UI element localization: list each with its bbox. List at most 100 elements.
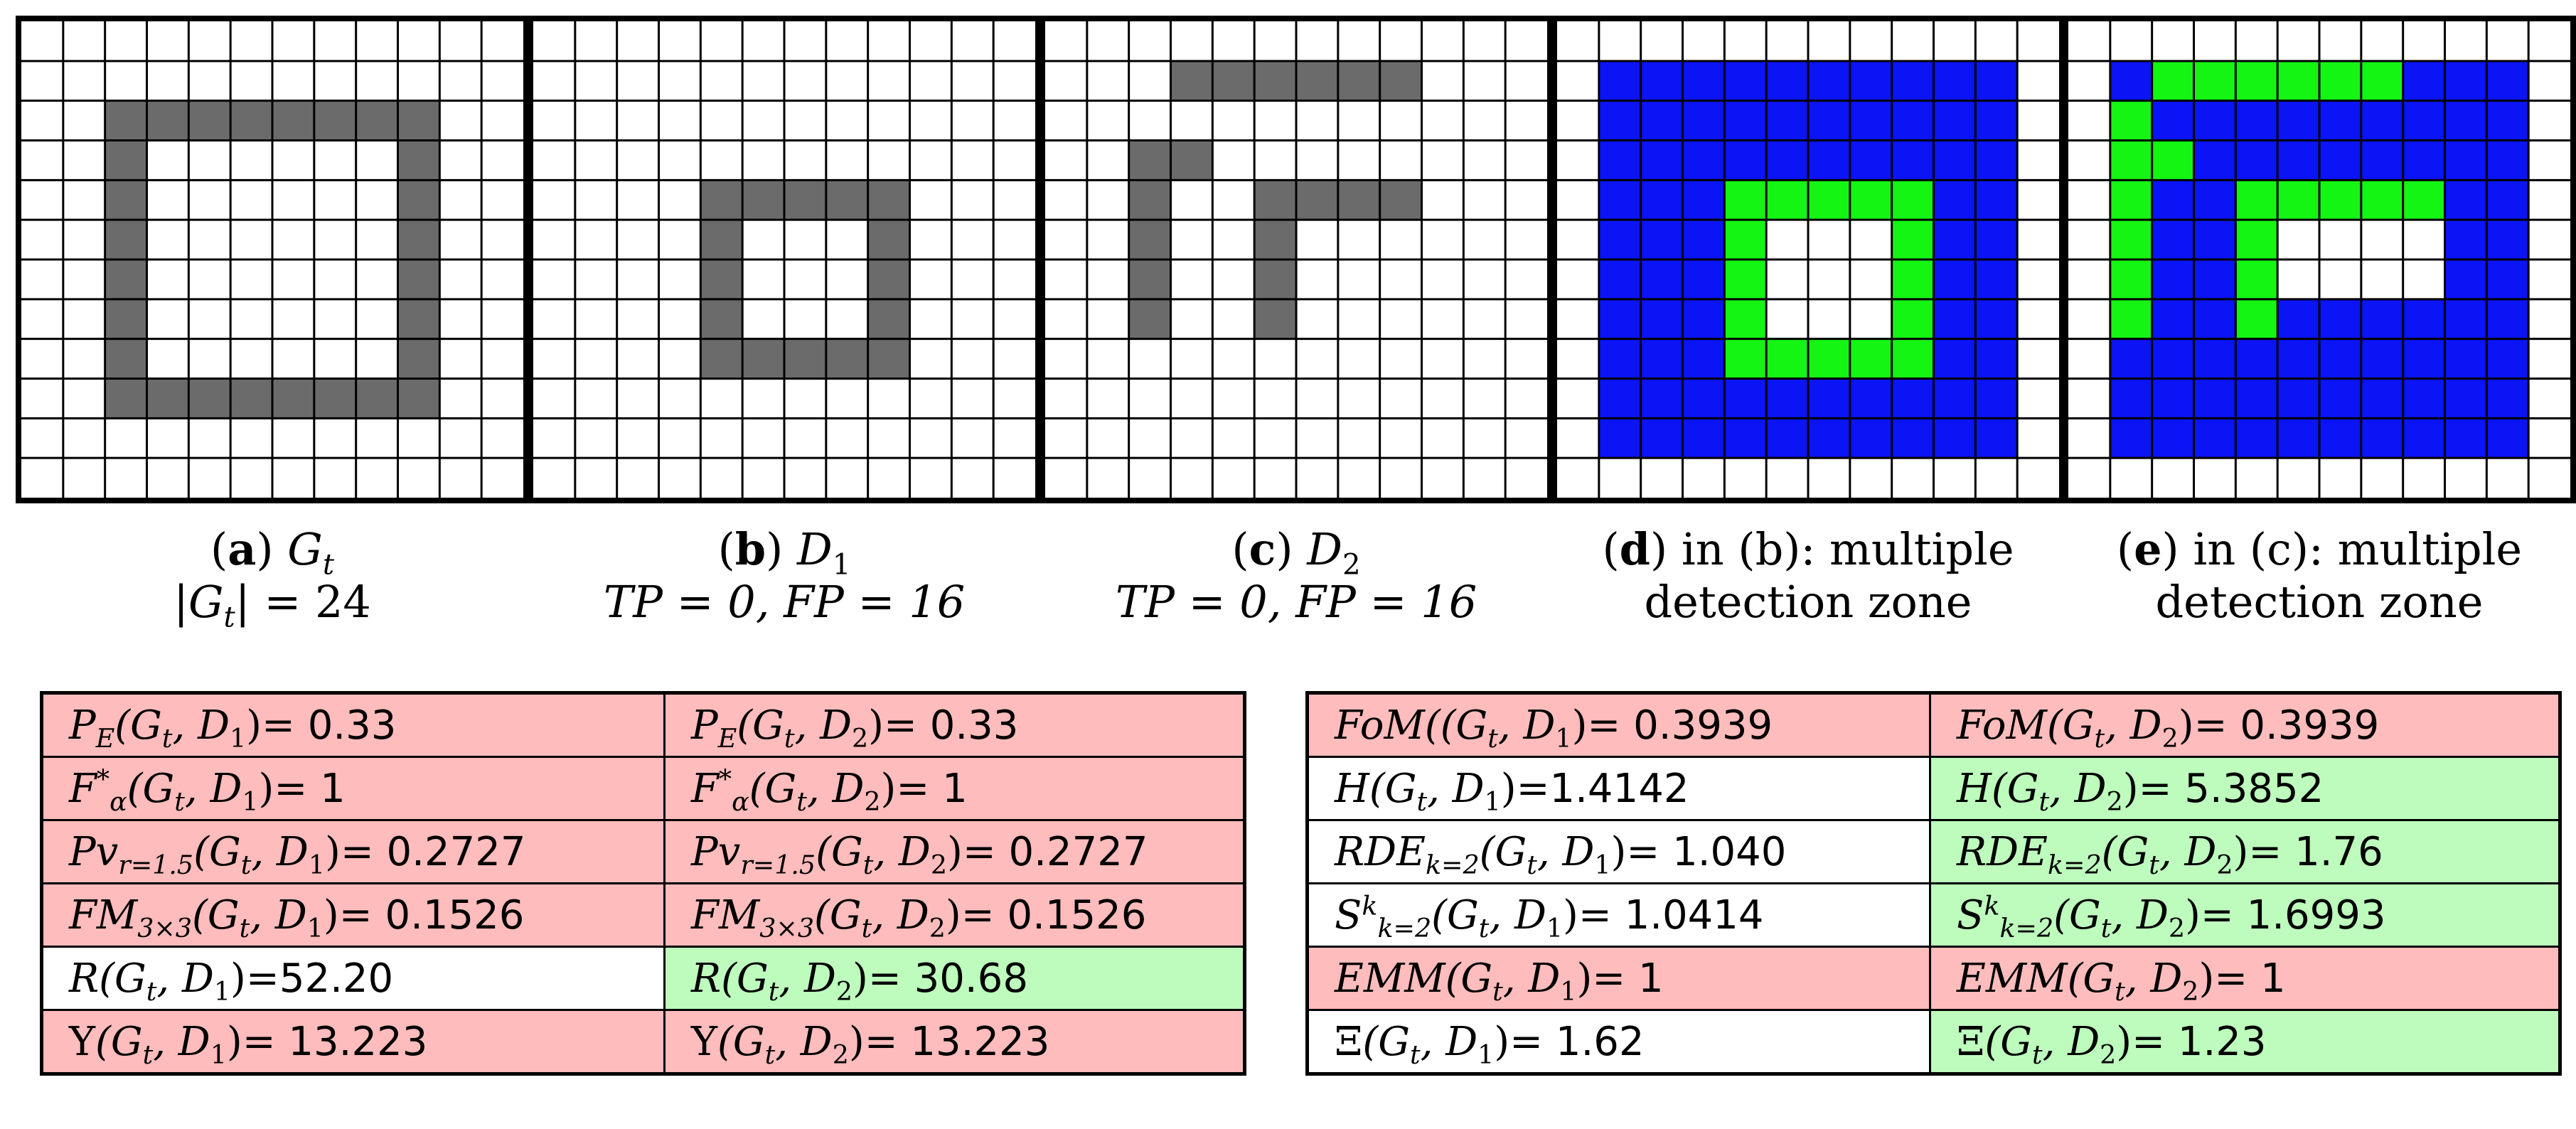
grid-cell-zone	[2277, 140, 2319, 181]
caption-b-symbol: D	[797, 523, 833, 575]
metric-value: 1.040	[1672, 828, 1787, 875]
metric-sup: k	[1984, 889, 2000, 921]
grid-cell-edge	[1170, 60, 1213, 101]
grid-cell-zone	[1808, 60, 1850, 101]
metric-args2: , D	[250, 892, 307, 938]
grid-cell-zone	[1933, 338, 1976, 379]
grid-cell-zone	[1682, 220, 1725, 259]
grid-cell-edge	[272, 100, 314, 141]
metric-value: 1.6993	[2246, 892, 2386, 938]
metric-args2-sub: 2	[2182, 975, 2199, 1007]
metric-args: (G	[1479, 828, 1527, 875]
metric-args-sub: t	[1478, 912, 1490, 943]
metric-args-sub: t	[2149, 849, 2159, 880]
grid-cell-edge	[397, 259, 440, 299]
grid-cell-zone	[2361, 100, 2403, 141]
metric-value: 1.0414	[1624, 892, 1764, 938]
metric-args2-sub: 2	[2168, 912, 2186, 943]
metric-tail: )=	[2233, 828, 2295, 875]
grid-cell-zone	[1808, 140, 1850, 181]
grid-cell-zone	[1891, 418, 1934, 459]
grid-cell-edge	[1212, 60, 1255, 101]
metric-args2: , D	[775, 1018, 833, 1065]
grid-cell-edge	[1296, 60, 1338, 101]
metric-cell-right-d1: Skk=2(Gt, D1)= 1.0414	[1306, 882, 1931, 948]
grid-cell-zone	[2403, 418, 2445, 459]
metric-args2-sub: 1	[308, 849, 325, 880]
grid-cell-zone	[1598, 259, 1641, 299]
grid-cell-zone	[1849, 378, 1892, 419]
metric-tail: )=	[2122, 765, 2185, 812]
metric-tail: )=	[2178, 702, 2240, 749]
grid-cell-zone	[1933, 418, 1976, 459]
caption-c: (c) D2 TP = 0, FP = 16	[1040, 523, 1553, 628]
grid-cell-edge	[397, 100, 440, 141]
metric-row: FoM((Gt, D1)= 0.3939 FoM(Gt, D2)= 0.3939	[1306, 692, 2561, 758]
metric-sub: k=2	[2047, 849, 2102, 880]
grid-cell-edge	[105, 220, 147, 259]
caption-e-letter: e	[2134, 523, 2162, 575]
metric-args2-sub: 1	[1560, 975, 1577, 1007]
metric-row: F*α(Gt, D1)= 1 F*α(Gt, D2)= 1	[41, 756, 1246, 821]
metric-args: (G	[749, 765, 797, 812]
grid-cell-zone-highlight	[1891, 259, 1934, 299]
grid-cell-edge	[105, 140, 147, 181]
metric-value: 0.2727	[386, 828, 526, 875]
metric-row: H(Gt, D1)=1.4142 H(Gt, D2)= 5.3852	[1306, 756, 2561, 821]
grid-cell-zone-highlight	[1849, 180, 1892, 220]
grid-cell-zone	[2486, 60, 2529, 101]
grid-cell-zone	[2486, 299, 2529, 339]
grid-cell-zone	[1724, 378, 1767, 419]
grid-cell-zone	[2110, 418, 2152, 459]
grid-cell-edge	[867, 220, 910, 259]
grid-cell-zone	[2152, 220, 2194, 259]
grid-cell-zone	[2193, 259, 2236, 299]
metric-args2-sub: 2	[2106, 786, 2123, 817]
metric-tail: )=	[324, 828, 387, 875]
metric-name: P	[691, 702, 718, 749]
grid-cell-zone	[1975, 60, 2018, 101]
grid-cell-zone-highlight	[2319, 180, 2361, 220]
grid-cell-zone	[1766, 418, 1808, 459]
metric-args2: , D	[872, 892, 929, 938]
grid-cell-zone	[2319, 299, 2361, 339]
grid-cell-zone	[1640, 60, 1683, 101]
metric-args-sub: t	[764, 1039, 776, 1070]
metric-cell-left-d2: PE(Gt, D2)= 0.33	[663, 692, 1246, 758]
caption-a-symbol-sub: t	[322, 547, 335, 582]
grid-cell-zone	[2152, 418, 2194, 459]
grid-cell-edge	[700, 259, 743, 299]
caption-b-letter: b	[734, 523, 766, 575]
metric-name: Υ	[69, 1018, 95, 1065]
grid-cell-edge	[397, 140, 440, 181]
grid-cell-zone	[1975, 140, 2018, 181]
grid-cell-zone	[1598, 418, 1641, 459]
metric-tail: )=	[2185, 892, 2247, 938]
grid-cell-edge	[1296, 180, 1338, 220]
metric-name: R	[69, 955, 100, 1002]
metric-name: Pv	[691, 828, 741, 875]
metric-tail: )=	[1494, 1018, 1556, 1065]
panel-b-detection-1	[528, 16, 1041, 503]
grid-cell-zone	[2486, 100, 2529, 141]
metric-args: (G	[192, 892, 240, 938]
metric-args-sub: t	[2032, 1039, 2043, 1070]
caption-c-symbol-sub: 2	[1342, 547, 1361, 582]
metric-value: 1	[2260, 955, 2286, 1002]
grid-cell-zone-highlight	[2110, 100, 2152, 141]
grid-border	[16, 16, 529, 503]
grid-cell-zone-highlight	[2277, 60, 2319, 101]
grid-cell-edge	[146, 100, 189, 141]
grid-cell-zone	[1933, 259, 1976, 299]
metric-args-sub: t	[1416, 786, 1428, 817]
caption-a-symbol: G	[287, 523, 323, 575]
grid-cell-zone	[1975, 180, 2018, 220]
grid-cell-zone	[2152, 338, 2194, 379]
grid-cell-zone-highlight	[2235, 299, 2278, 339]
grid-cell-zone	[2235, 140, 2278, 181]
metric-cell-left-d1: FM3×3(Gt, D1)= 0.1526	[41, 882, 666, 948]
grid-cell-zone	[2277, 338, 2319, 379]
grid-cell-zone	[1682, 140, 1725, 181]
metric-args-sub: t	[1487, 722, 1498, 754]
metric-args-sub: t	[2038, 786, 2050, 817]
